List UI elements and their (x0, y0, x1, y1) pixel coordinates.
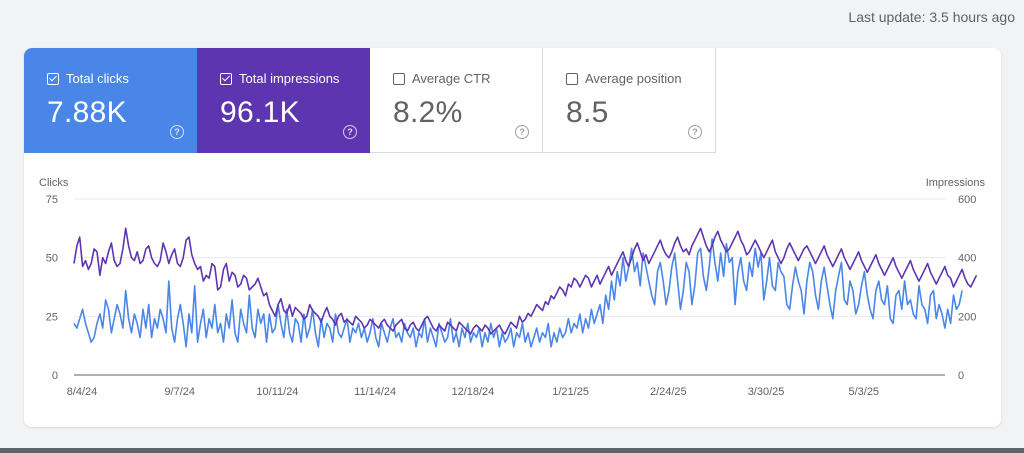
x-axis-labels: 8/4/24 9/7/24 10/11/24 11/14/24 12/18/24 1/21… (67, 386, 879, 398)
left-tick-label: 50 (46, 253, 58, 265)
right-tick-label: 600 (958, 194, 976, 206)
x-tick-label: 11/14/24 (354, 386, 396, 398)
help-icon[interactable]: ? (343, 125, 357, 139)
left-tick-label: 25 (46, 311, 58, 323)
checkbox-checked-icon[interactable] (47, 72, 59, 85)
metric-total-clicks[interactable]: Total clicks 7.88K ? (24, 48, 197, 153)
checkbox-unchecked-icon[interactable] (566, 72, 578, 85)
right-tick-label: 400 (958, 253, 976, 265)
left-tick-label: 75 (46, 194, 58, 206)
x-tick-label: 5/3/25 (848, 386, 879, 398)
left-axis-label: Clicks (39, 177, 69, 189)
x-tick-label: 10/11/24 (256, 386, 298, 398)
right-tick-label: 200 (958, 311, 976, 323)
metric-label: Average position (585, 71, 682, 86)
left-tick-label: 0 (52, 370, 58, 382)
metric-value: 96.1K (220, 96, 300, 129)
metric-label: Average CTR (412, 71, 491, 86)
metric-value: 7.88K (47, 96, 127, 129)
performance-chart: Clicks Impressions 0 0 25 200 50 400 75 600 8/4… (39, 177, 986, 398)
metric-total-impressions[interactable]: Total impressions 96.1K ? (197, 48, 370, 153)
metric-tabs: Total clicks 7.88K ? Total impressions 9… (24, 48, 716, 153)
series-line (73, 238, 963, 348)
chart-lines (73, 227, 978, 348)
help-icon[interactable]: ? (515, 125, 529, 139)
page-bottom-bar (0, 448, 1024, 453)
x-tick-label: 3/30/25 (748, 386, 785, 398)
x-tick-label: 12/18/24 (451, 386, 494, 398)
x-tick-label: 1/21/25 (552, 386, 589, 398)
x-tick-label: 2/24/25 (650, 386, 687, 398)
series-line (73, 227, 978, 335)
help-icon[interactable]: ? (688, 125, 702, 139)
metric-label: Total clicks (66, 71, 129, 86)
metric-average-position[interactable]: Average position 8.5 ? (543, 48, 716, 153)
chart-grid: 0 0 25 200 50 400 75 600 (46, 194, 977, 382)
right-tick-label: 0 (958, 370, 964, 382)
right-axis-label: Impressions (926, 177, 986, 189)
x-tick-label: 8/4/24 (67, 386, 98, 398)
checkbox-unchecked-icon[interactable] (393, 72, 405, 85)
x-tick-label: 9/7/24 (164, 386, 195, 398)
performance-card: Total clicks 7.88K ? Total impressions 9… (24, 48, 1001, 427)
metric-average-ctr[interactable]: Average CTR 8.2% ? (370, 48, 543, 153)
metric-value: 8.2% (393, 96, 463, 129)
metric-value: 8.5 (566, 96, 609, 129)
last-update-text: Last update: 3.5 hours ago (848, 9, 1015, 25)
help-icon[interactable]: ? (170, 125, 184, 139)
metric-label: Total impressions (239, 71, 340, 86)
checkbox-checked-icon[interactable] (220, 72, 232, 85)
